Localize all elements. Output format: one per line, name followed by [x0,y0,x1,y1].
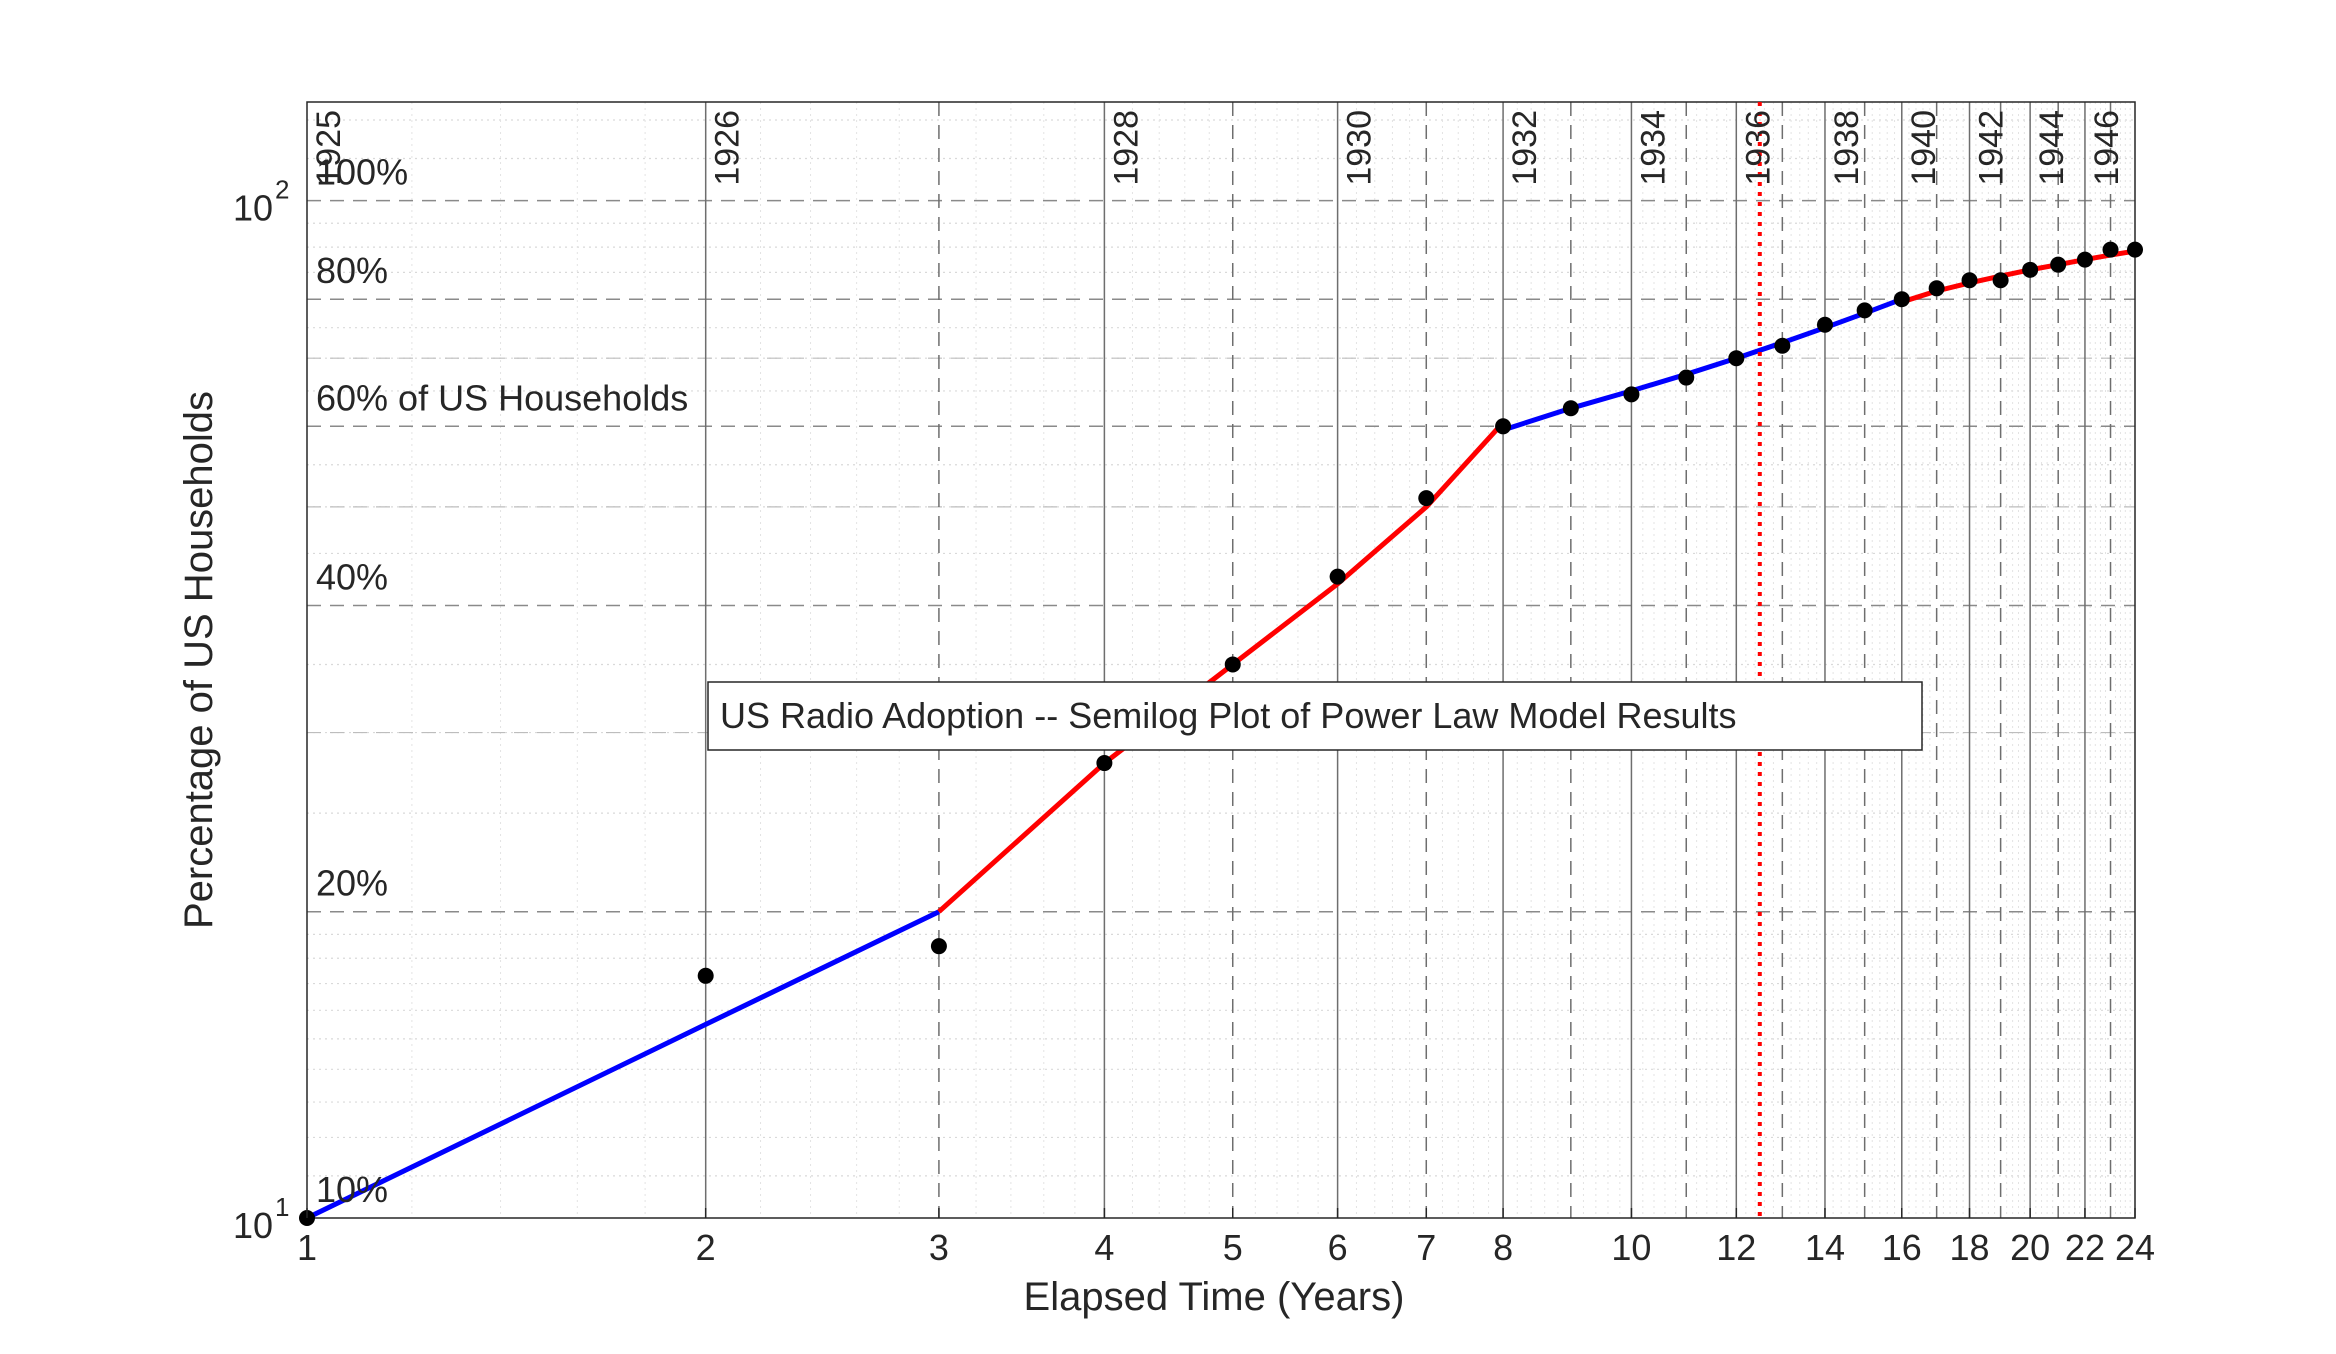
year-label: 1940 [1905,110,1943,186]
data-point [2102,241,2119,258]
data-point [1495,418,1512,435]
data-point [1928,280,1945,297]
year-label: 1926 [709,110,747,186]
percent-label: 40% [316,556,388,597]
x-tick-label: 7 [1416,1227,1436,1268]
percent-label: 60% of US Households [316,377,688,418]
year-label: 1944 [2033,110,2071,186]
year-label: 1930 [1341,110,1379,186]
chart-title: US Radio Adoption -- Semilog Plot of Pow… [720,695,1737,736]
year-label: 1946 [2088,110,2126,186]
data-point [1992,272,2009,289]
data-point [1678,369,1695,386]
year-annotations: 1925 1926 1928 1930 1932 1934 1936 1938 1940 1942… [310,110,2126,186]
year-label: 1928 [1107,110,1145,186]
data-points [299,241,2143,1226]
x-tick-label: 24 [2115,1227,2155,1268]
x-tick-label: 4 [1094,1227,1114,1268]
data-point [1418,490,1435,507]
y-axis-label: Percentage of US Households [177,391,221,929]
y-tick-exponent: 1 [275,1192,289,1222]
year-label: 1925 [310,110,348,186]
x-axis-label: Elapsed Time (Years) [1024,1275,1405,1319]
data-point [1562,400,1579,417]
percent-annotations: 10% 20% 40% 60% of US Households 80% 100% [316,152,688,1210]
model-segment-1 [305,909,940,1221]
x-tick-label: 18 [1950,1227,1990,1268]
x-axis-ticks: 1 2 3 4 5 6 7 8 10 12 14 16 18 20 22 24 [297,1208,2155,1268]
data-point [1096,755,1113,772]
percent-label: 20% [316,863,388,904]
x-tick-label: 10 [1611,1227,1651,1268]
x-tick-label: 3 [929,1227,949,1268]
data-point [930,938,947,955]
x-tick-label: 6 [1328,1227,1348,1268]
data-point [1856,302,1873,319]
percent-label: 10% [316,1169,388,1210]
model-segment-2 [937,420,1505,914]
y-tick-label: 10 [233,1205,273,1246]
data-point [2022,261,2039,278]
year-label: 1938 [1828,110,1866,186]
data-point [2127,241,2143,258]
year-label: 1936 [1739,110,1777,186]
data-point [1623,386,1640,403]
minor-grid [307,102,2135,1218]
y-tick-label: 10 [233,188,273,229]
data-point [1728,350,1745,367]
year-label: 1934 [1634,110,1672,186]
data-point [697,967,714,984]
year-label: 1942 [1973,110,2011,186]
plot-area-frame [306,101,2136,1219]
x-tick-label: 1 [297,1227,317,1268]
x-tick-label: 2 [696,1227,716,1268]
x-tick-label: 12 [1716,1227,1756,1268]
data-point [2050,256,2067,273]
x-tick-label: 8 [1493,1227,1513,1268]
data-point [1329,568,1346,585]
title-box: US Radio Adoption -- Semilog Plot of Pow… [707,681,1923,751]
major-grid [307,102,2135,1218]
data-point [1774,337,1791,354]
data-point [2076,251,2093,268]
data-point [1893,291,1910,308]
x-tick-label: 20 [2010,1227,2050,1268]
year-label: 1932 [1506,110,1544,186]
percent-label: 100% [316,152,408,193]
data-point [1816,316,1833,333]
x-tick-label: 14 [1805,1227,1845,1268]
percent-label: 80% [316,250,388,291]
data-point [1961,272,1978,289]
x-tick-label: 22 [2065,1227,2105,1268]
x-tick-label: 5 [1223,1227,1243,1268]
y-tick-exponent: 2 [275,175,289,205]
x-tick-label: 16 [1882,1227,1922,1268]
data-point [1224,656,1241,673]
